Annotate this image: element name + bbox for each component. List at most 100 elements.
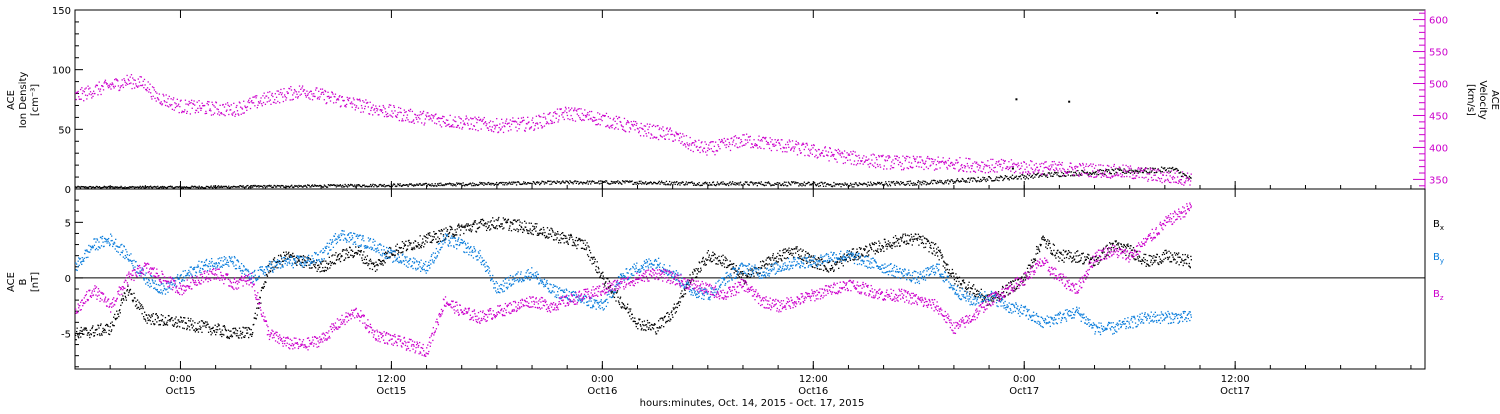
data-point <box>410 109 411 110</box>
data-point <box>114 325 115 326</box>
data-point <box>969 167 970 168</box>
data-point <box>137 299 138 300</box>
data-point <box>171 317 172 318</box>
data-point <box>717 264 718 265</box>
data-point <box>433 115 434 116</box>
data-point <box>151 314 152 315</box>
data-point <box>969 158 970 159</box>
data-point <box>690 150 691 151</box>
data-point <box>1027 173 1028 174</box>
data-point <box>979 181 980 182</box>
data-point <box>409 244 410 245</box>
data-point <box>376 185 377 186</box>
data-point <box>1021 163 1022 164</box>
data-point <box>467 123 468 124</box>
data-point <box>869 185 870 186</box>
data-point <box>876 243 877 244</box>
data-point <box>1123 170 1124 171</box>
data-point <box>350 103 351 104</box>
data-point <box>345 257 346 258</box>
data-point <box>699 147 700 148</box>
data-point <box>968 178 969 179</box>
data-point <box>262 105 263 106</box>
data-point <box>891 248 892 249</box>
data-point <box>783 249 784 250</box>
data-point <box>147 87 148 88</box>
data-point <box>91 334 92 335</box>
top-ytick-label: 50 <box>58 125 71 136</box>
data-point <box>602 278 603 279</box>
data-point <box>369 113 370 114</box>
data-point <box>306 91 307 92</box>
bottom-ytick-label: 0 <box>65 274 71 285</box>
data-point <box>786 147 787 148</box>
data-point <box>641 123 642 124</box>
data-point <box>715 142 716 143</box>
data-point <box>1037 173 1038 174</box>
data-point <box>855 155 856 156</box>
data-point <box>685 146 686 147</box>
data-point <box>768 256 769 257</box>
data-point <box>302 187 303 188</box>
data-point <box>113 86 114 87</box>
data-point <box>376 269 377 270</box>
data-point <box>761 140 762 141</box>
data-point <box>693 151 694 152</box>
data-point <box>103 332 104 333</box>
data-point <box>796 248 797 249</box>
data-point <box>614 128 615 129</box>
data-point <box>544 235 545 236</box>
data-point <box>844 185 845 186</box>
data-point <box>659 181 660 182</box>
data-point <box>1011 166 1012 167</box>
data-point <box>839 150 840 151</box>
data-point <box>768 144 769 145</box>
data-point <box>373 186 374 187</box>
data-point <box>688 145 689 146</box>
data-point <box>543 113 544 114</box>
data-point <box>252 102 253 103</box>
data-point <box>704 263 705 264</box>
data-point <box>815 155 816 156</box>
data-point <box>424 122 425 123</box>
data-point <box>477 130 478 131</box>
data-point <box>919 181 920 182</box>
data-point <box>231 104 232 105</box>
data-point <box>921 167 922 168</box>
data-point <box>143 316 144 317</box>
data-point <box>559 181 560 182</box>
data-point <box>91 97 92 98</box>
data-point <box>816 259 817 260</box>
data-point <box>428 233 429 234</box>
data-point <box>895 183 896 184</box>
data-point <box>761 181 762 182</box>
data-point <box>671 183 672 184</box>
data-point <box>750 147 751 148</box>
data-point <box>934 180 935 181</box>
data-point <box>1052 161 1053 162</box>
data-point <box>583 120 584 121</box>
data-point <box>731 137 732 138</box>
data-point <box>470 183 471 184</box>
data-point <box>628 312 629 313</box>
data-point <box>370 260 371 261</box>
data-point <box>662 318 663 319</box>
data-point <box>588 256 589 257</box>
data-point <box>86 330 87 331</box>
data-point <box>985 179 986 180</box>
data-point <box>213 185 214 186</box>
density-outliers <box>1012 12 1158 170</box>
data-point <box>97 94 98 95</box>
data-point <box>1018 165 1019 166</box>
data-point <box>358 108 359 109</box>
data-point <box>304 256 305 257</box>
data-point <box>130 289 131 290</box>
data-point <box>448 124 449 125</box>
data-point <box>675 139 676 140</box>
data-point <box>184 328 185 329</box>
data-point <box>906 156 907 157</box>
data-point <box>882 155 883 156</box>
data-point <box>317 98 318 99</box>
data-point <box>845 162 846 163</box>
data-point <box>364 184 365 185</box>
